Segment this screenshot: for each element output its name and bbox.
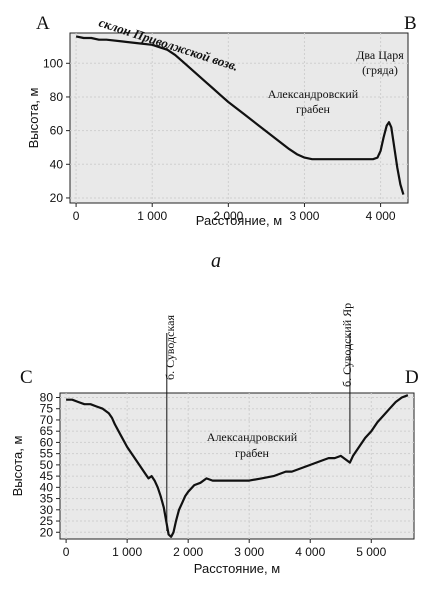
annotation-dva-tsarya: Два Царя xyxy=(356,48,404,62)
y-axis-label-cd: Высота, м xyxy=(10,436,25,497)
y-tick-label: 70 xyxy=(40,413,54,427)
x-axis-label-cd: Расстояние, м xyxy=(194,561,280,576)
grid-a xyxy=(70,33,408,203)
plot-area-a xyxy=(69,32,409,204)
x-tick-label: 1 000 xyxy=(137,209,167,223)
y-tick-label: 35 xyxy=(40,492,54,506)
annotation-graben-cd-line1: Александровский xyxy=(207,430,298,444)
y-tick-label: 40 xyxy=(40,480,54,494)
plot-area-cd xyxy=(59,392,415,540)
y-tick-label: 40 xyxy=(50,157,64,171)
x-tick-label: 4 000 xyxy=(366,209,396,223)
y-tick-label: 80 xyxy=(40,390,54,404)
y-tick-label: 75 xyxy=(40,402,54,416)
ticks-a: 20 40 60 80 100 0 1 000 2 000 3 000 4 000 xyxy=(43,56,396,223)
y-tick-label: 20 xyxy=(50,191,64,205)
annotation-graben-a-line1: Александровский xyxy=(268,87,359,101)
elevation-profile-line-a xyxy=(75,35,405,195)
y-tick-label: 100 xyxy=(43,56,63,70)
x-tick-label: 0 xyxy=(73,209,80,223)
y-tick-label: 45 xyxy=(40,469,54,483)
x-tick-label: 2 000 xyxy=(173,545,203,559)
y-tick-label: 55 xyxy=(40,447,54,461)
y-tick-label: 50 xyxy=(40,458,54,472)
y-tick-label: 60 xyxy=(50,124,64,138)
y-tick-label: 20 xyxy=(40,525,54,539)
y-tick-label: 25 xyxy=(40,514,54,528)
x-tick-label: 5 000 xyxy=(356,545,386,559)
corner-label-b: B xyxy=(404,13,417,34)
y-tick-label: 30 xyxy=(40,503,54,517)
x-axis-label-a: Расстояние, м xyxy=(196,213,282,228)
x-tick-label: 3 000 xyxy=(289,209,319,223)
annotation-graben-cd-line2: грабен xyxy=(235,446,270,460)
corner-label-a: A xyxy=(36,13,50,34)
grid-cd xyxy=(60,393,414,539)
corner-label-c: C xyxy=(20,367,33,388)
corner-label-d: D xyxy=(405,367,419,388)
annotation-suvodskaya: б. Суводская xyxy=(163,315,177,380)
y-tick-label: 65 xyxy=(40,424,54,438)
x-tick-label: 0 xyxy=(63,545,70,559)
annotation-graben-a-line2: грабен xyxy=(296,102,331,116)
x-tick-label: 2 000 xyxy=(213,209,243,223)
profile-panel-a: 20 40 60 80 100 0 1 000 2 000 3 000 4 000 A B Рас… xyxy=(26,13,417,228)
elevation-profile-line-cd xyxy=(66,394,409,538)
y-axis-label-a: Высота, м xyxy=(26,88,41,149)
x-tick-label: 4 000 xyxy=(295,545,325,559)
annotation-ridge: (гряда) xyxy=(362,63,398,77)
subfigure-label-a: а xyxy=(211,250,221,272)
y-tick-label: 80 xyxy=(50,90,64,104)
x-tick-label: 1 000 xyxy=(112,545,142,559)
x-tick-label: 3 000 xyxy=(234,545,264,559)
y-tick-label: 60 xyxy=(40,435,54,449)
annotation-suvodsky-yar: б. Суводский Яр xyxy=(340,303,354,387)
